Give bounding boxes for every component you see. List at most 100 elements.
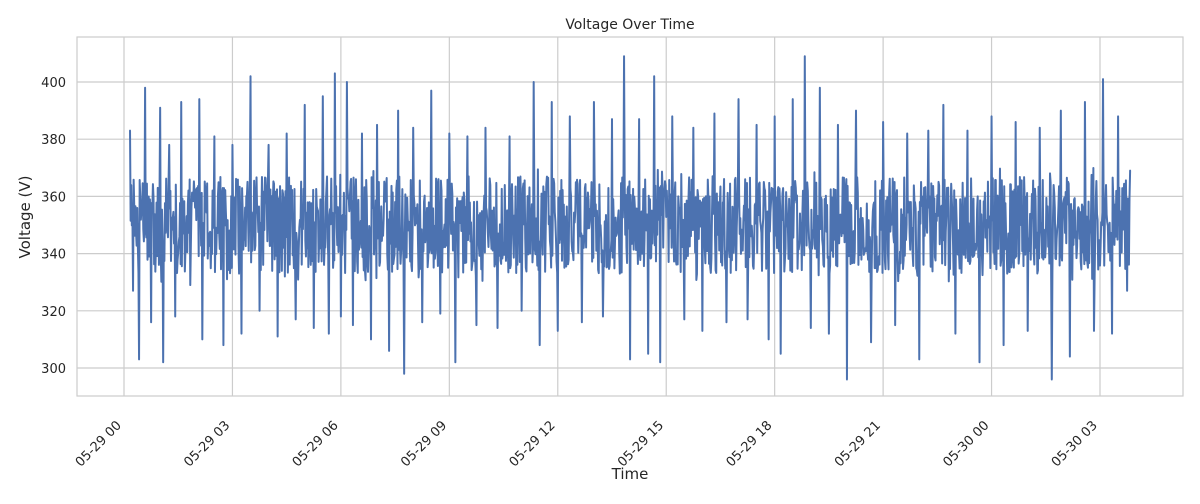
voltage-point-18 — [259, 310, 261, 312]
voltage-point-48 — [521, 310, 523, 312]
voltage-series-line — [129, 55, 1132, 381]
voltage-point-96 — [1015, 121, 1017, 123]
voltage-point-47 — [509, 136, 511, 138]
voltage-point-8 — [174, 316, 176, 318]
voltage-point-80 — [828, 333, 830, 335]
voltage-point-0 — [129, 130, 131, 132]
voltage-point-24 — [313, 327, 315, 329]
voltage-point-25 — [322, 96, 324, 98]
voltage-point-9 — [180, 101, 182, 103]
voltage-point-19 — [268, 144, 270, 146]
voltage-point-14 — [223, 344, 225, 346]
y-tick-label-2: 340 — [41, 248, 66, 263]
voltage-point-73 — [768, 339, 770, 341]
voltage-point-92 — [967, 130, 969, 132]
voltage-point-49 — [533, 81, 535, 83]
y-tick-label-5: 400 — [41, 76, 66, 91]
y-tick-label-0: 300 — [41, 362, 66, 377]
voltage-point-3 — [144, 87, 146, 89]
voltage-point-15 — [232, 144, 234, 146]
voltage-point-64 — [671, 116, 673, 118]
voltage-point-59 — [629, 359, 631, 361]
voltage-point-34 — [388, 350, 390, 352]
voltage-point-87 — [906, 133, 908, 135]
voltage-point-40 — [439, 313, 441, 315]
voltage-point-52 — [557, 330, 559, 332]
voltage-point-98 — [1039, 127, 1041, 129]
y-tick-label-3: 360 — [41, 190, 66, 205]
voltage-point-86 — [894, 324, 896, 326]
voltage-point-55 — [593, 101, 595, 103]
voltage-point-81 — [837, 124, 839, 126]
voltage-point-61 — [647, 353, 649, 355]
voltage-point-10 — [189, 284, 191, 286]
voltage-point-11 — [199, 98, 201, 100]
voltage-point-23 — [304, 104, 306, 106]
voltage-point-67 — [702, 330, 704, 332]
voltage-point-63 — [659, 361, 661, 363]
voltage-point-26 — [328, 333, 330, 335]
voltage-point-12 — [202, 339, 204, 341]
voltage-point-6 — [162, 361, 164, 363]
voltage-point-106 — [1117, 116, 1119, 118]
voltage-point-66 — [693, 127, 695, 129]
voltage-point-89 — [927, 130, 929, 132]
voltage-point-46 — [497, 327, 499, 329]
voltage-point-21 — [286, 133, 288, 135]
voltage-point-42 — [455, 361, 457, 363]
voltage-point-51 — [551, 101, 553, 103]
voltage-point-41 — [449, 133, 451, 135]
voltage-point-54 — [581, 321, 583, 323]
voltage-point-69 — [726, 321, 728, 323]
voltage-point-94 — [991, 116, 993, 118]
voltage-point-90 — [943, 104, 945, 106]
voltage-point-75 — [780, 353, 782, 355]
chart-title: Voltage Over Time — [565, 17, 694, 33]
y-axis-label: Voltage (V) — [16, 176, 34, 259]
frame-layer — [76, 36, 1184, 397]
series-layer — [129, 55, 1132, 381]
voltage-point-33 — [376, 124, 378, 126]
voltage-point-102 — [1084, 101, 1086, 103]
voltage-point-105 — [1111, 333, 1113, 335]
voltage-point-53 — [569, 116, 571, 118]
voltage-point-100 — [1060, 110, 1062, 112]
voltage-point-79 — [819, 87, 821, 89]
voltage-point-27 — [334, 73, 336, 75]
voltage-point-13 — [214, 136, 216, 138]
voltage-point-70 — [738, 98, 740, 100]
voltage-point-84 — [870, 341, 872, 343]
voltage-point-36 — [403, 373, 405, 375]
plot-frame — [76, 36, 1184, 397]
voltage-point-104 — [1102, 78, 1104, 80]
voltage-point-71 — [747, 319, 749, 321]
voltage-point-35 — [397, 110, 399, 112]
voltage-point-91 — [955, 333, 957, 335]
voltage-point-44 — [476, 324, 478, 326]
voltage-point-17 — [250, 75, 252, 77]
voltage-point-83 — [855, 110, 857, 112]
voltage-point-38 — [421, 321, 423, 323]
y-tick-label-1: 320 — [41, 305, 66, 320]
voltage-point-88 — [918, 359, 920, 361]
voltage-point-82 — [846, 379, 848, 381]
voltage-point-39 — [430, 90, 432, 92]
voltage-point-85 — [882, 121, 884, 123]
voltage-point-72 — [756, 124, 758, 126]
voltage-point-107 — [1126, 290, 1128, 292]
voltage-point-50 — [539, 344, 541, 346]
voltage-point-76 — [792, 98, 794, 100]
voltage-point-78 — [810, 327, 812, 329]
voltage-point-62 — [653, 75, 655, 77]
voltage-point-43 — [467, 136, 469, 138]
x-axis-label: Time — [611, 465, 649, 483]
voltage-point-56 — [602, 316, 604, 318]
voltage-point-93 — [979, 361, 981, 363]
voltage-point-5 — [159, 107, 161, 109]
voltage-point-97 — [1027, 330, 1029, 332]
voltage-point-45 — [485, 127, 487, 129]
voltage-point-32 — [370, 339, 372, 341]
voltage-point-58 — [623, 55, 625, 57]
y-tick-label-4: 380 — [41, 133, 66, 148]
